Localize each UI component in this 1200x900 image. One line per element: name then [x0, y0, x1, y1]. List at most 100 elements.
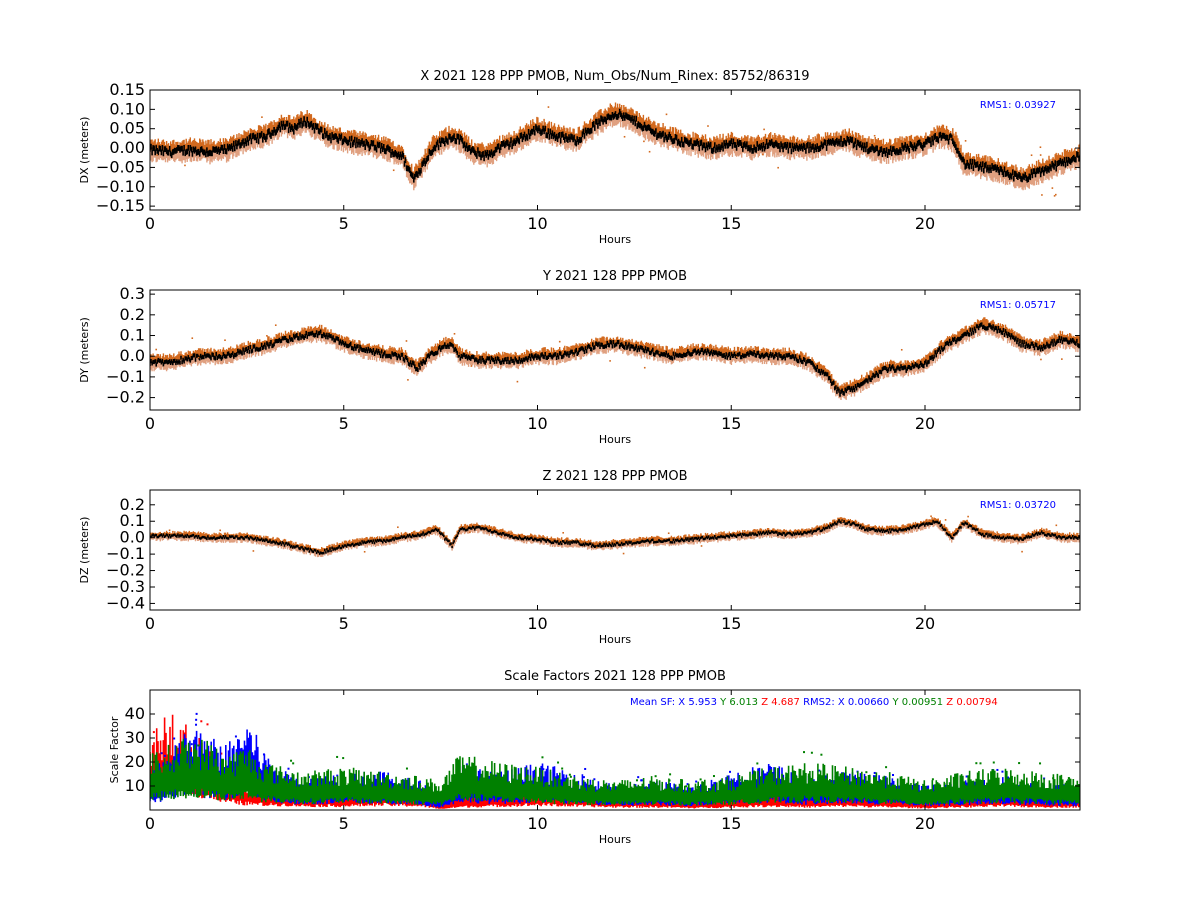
outlier-point: [1039, 146, 1042, 149]
outlier-point: [649, 347, 652, 349]
outlier-point: [184, 164, 186, 167]
outlier-point: [168, 529, 171, 532]
legend-part: Mean SF: X 5.953: [630, 697, 717, 708]
data-point: [465, 763, 468, 766]
outlier-point: [516, 380, 519, 383]
data-point: [668, 779, 671, 782]
outlier-point: [930, 515, 932, 518]
x-axis-label: Hours: [599, 233, 631, 246]
outlier-point: [658, 352, 661, 354]
x-tick-label: 0: [145, 814, 155, 833]
data-point: [775, 786, 778, 789]
x-tick-label: 15: [721, 414, 741, 433]
rms-annotation: RMS1: 0.05717: [980, 300, 1056, 311]
data-point: [542, 768, 545, 771]
y-tick-label: 0.00: [109, 138, 145, 157]
data-point: [234, 735, 237, 738]
data-point: [190, 743, 193, 746]
outlier-point: [749, 536, 752, 539]
outlier-point: [397, 526, 399, 529]
outlier-point: [274, 324, 277, 327]
data-point: [200, 720, 203, 723]
data-point: [808, 785, 811, 788]
y-tick-label: −0.10: [96, 177, 145, 196]
data-point: [290, 759, 293, 762]
outlier-point: [364, 135, 367, 137]
x-tick-label: 10: [527, 814, 547, 833]
panel-1: 0 5 10 15 20 0.3 0.2 0.10.0 −0.1 −0.2 Y 2021 128 P…: [78, 269, 1081, 446]
y-tick-label: −0.2: [106, 388, 145, 407]
x-axis-label: Hours: [599, 833, 631, 846]
outlier-point: [1040, 358, 1042, 361]
outlier-point: [500, 536, 502, 538]
series-2: [150, 738, 1080, 806]
data-point: [931, 778, 934, 781]
legend-part: Y 6.013: [717, 697, 758, 708]
outlier-point: [1076, 532, 1079, 535]
x-tick-label: 15: [721, 214, 741, 233]
center-line: [150, 322, 1080, 397]
outlier-point: [967, 515, 969, 518]
data-point: [865, 771, 868, 774]
x-axis-label: Hours: [599, 433, 631, 446]
outlier-point: [841, 520, 844, 523]
data-point: [561, 767, 564, 770]
plot-frame: [149, 289, 1081, 411]
data-point: [738, 779, 741, 782]
y-tick-label: 0.0: [120, 528, 145, 547]
data-point: [1039, 762, 1042, 765]
data-point: [635, 779, 638, 782]
chart-title: Z 2021 128 PPP PMOB: [542, 469, 687, 484]
outlier-point: [643, 140, 645, 143]
data-point: [197, 763, 200, 766]
data-point: [820, 753, 823, 756]
x-tick-label: 15: [721, 814, 741, 833]
data-point: [685, 785, 688, 788]
outlier-point: [606, 336, 608, 339]
x-axis-label: Hours: [599, 633, 631, 646]
outlier-point: [763, 128, 765, 131]
y-tick-label: −0.2: [106, 561, 145, 580]
outlier-point: [643, 366, 646, 369]
y-axis-label: DY (meters): [78, 317, 91, 382]
rms-annotation: RMS1: 0.03720: [980, 500, 1056, 511]
data-point: [456, 759, 459, 762]
outlier-point: [155, 348, 158, 351]
outlier-point: [1021, 550, 1023, 553]
outlier-point: [1054, 193, 1057, 196]
data-point: [430, 789, 433, 792]
x-tick-label: 0: [145, 614, 155, 633]
data-point: [524, 777, 527, 780]
y-tick-label: −0.4: [106, 593, 145, 612]
plot-frame: [149, 89, 1081, 211]
data-point: [1067, 777, 1070, 780]
outlier-point: [469, 531, 471, 534]
data-point: [669, 773, 672, 776]
data-point: [756, 762, 759, 765]
y-axis-label: Scale Factor: [108, 716, 121, 783]
data-point: [370, 781, 373, 784]
x-tick-label: 5: [339, 214, 349, 233]
legend-part: Z 0.00794: [943, 697, 998, 708]
data-point: [610, 795, 613, 798]
data-point: [342, 757, 345, 760]
y-tick-label: 0.1: [120, 326, 145, 345]
x-tick-label: 5: [339, 814, 349, 833]
outlier-point: [904, 530, 906, 533]
y-tick-label: 0.2: [120, 495, 145, 514]
outlier-point: [453, 332, 456, 335]
data-point: [557, 761, 560, 764]
data-point: [712, 775, 715, 778]
outlier-point: [1053, 195, 1056, 197]
outlier-point: [964, 140, 967, 142]
data-point: [686, 783, 689, 786]
data-point: [582, 776, 585, 779]
data-point: [992, 761, 995, 764]
outlier-point: [735, 356, 738, 358]
band-lower: [150, 113, 1080, 191]
y-tick-label: 0.3: [120, 284, 145, 303]
data-point: [163, 754, 166, 757]
data-point: [708, 788, 711, 791]
data-point: [1018, 762, 1021, 765]
outlier-point: [558, 340, 561, 343]
